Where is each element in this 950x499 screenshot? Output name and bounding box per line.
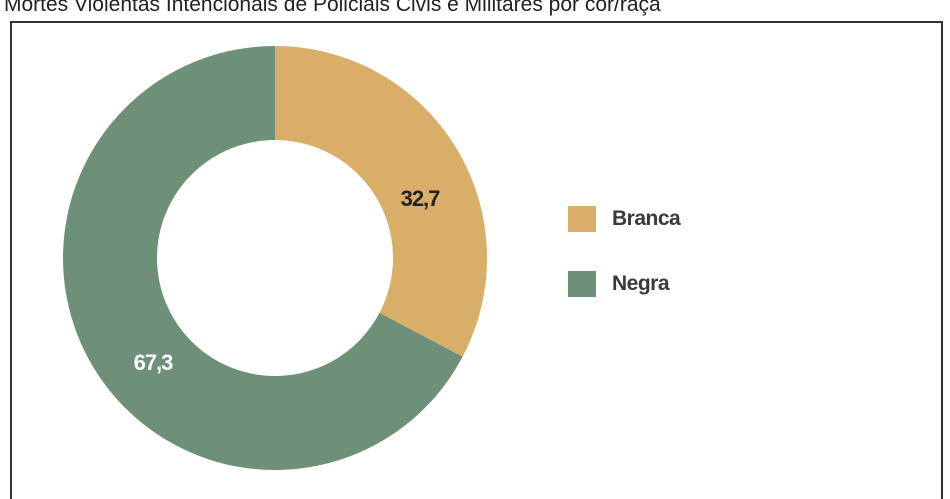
legend-label-branca: Branca <box>612 207 680 231</box>
slice-label-negra: 67,3 <box>134 350 174 375</box>
legend-swatch-negra <box>568 271 596 297</box>
legend-swatch-branca <box>568 206 596 232</box>
donut-slice-branca <box>275 46 487 357</box>
slice-label-branca: 32,7 <box>401 186 441 211</box>
legend: Branca Negra <box>568 203 680 333</box>
legend-item-branca: Branca <box>568 203 680 235</box>
legend-item-negra: Negra <box>568 268 680 300</box>
legend-label-negra: Negra <box>612 272 669 296</box>
